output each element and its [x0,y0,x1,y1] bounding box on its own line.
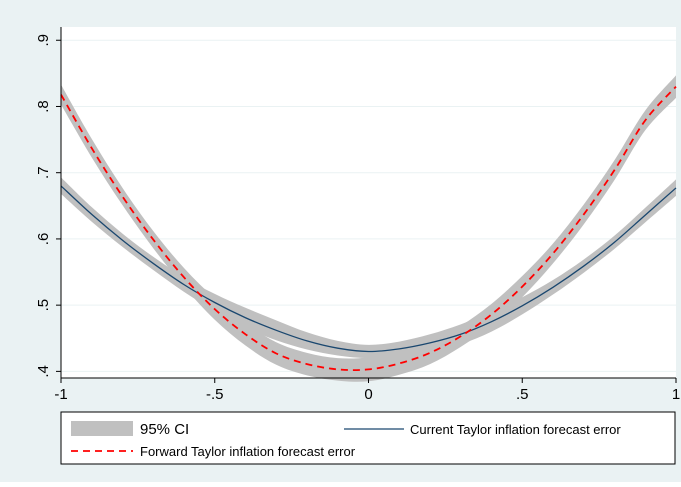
grid-lines [61,39,676,372]
y-tick-label-2: .6 [35,233,52,246]
y-tick-label-3: .7 [35,166,52,179]
ci-band-1 [61,177,676,359]
series-line-2 [60,85,677,371]
x-tick-label-2: 0 [364,386,372,403]
x-tick-label-3: .5 [516,386,529,403]
legend-label-current: Current Taylor inflation forecast error [410,422,621,437]
x-tick-label-1: -.5 [206,386,224,403]
legend: 95% CI Current Taylor inflation forecast … [60,411,676,465]
ci-band-2 [61,75,676,382]
x-tick-label-4: 1 [672,386,680,403]
x-tick-label-0: -1 [54,386,67,403]
plot-area [61,27,676,378]
confidence-bands [61,75,676,382]
series-line-1 [60,185,677,353]
y-tick-label-5: .9 [35,34,52,47]
legend-swatch-ci [71,421,133,436]
series-lines [60,85,677,371]
y-tick-label-0: .4 [35,365,52,378]
y-tick-label-4: .8 [35,100,52,113]
legend-label-ci: 95% CI [140,421,189,438]
y-tick-label-1: .5 [35,299,52,312]
legend-label-forward: Forward Taylor inflation forecast error [140,444,356,459]
legend-box [60,411,676,465]
axes: -1 -.5 0 .5 1 .4 .5 .6 .7 .8 .9 [35,27,680,403]
